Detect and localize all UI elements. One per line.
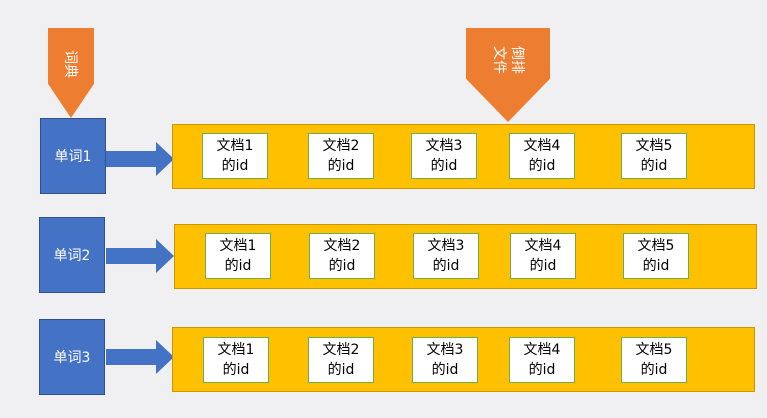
arrow-right-icon [106, 239, 174, 273]
doc-id-label: 的id [327, 158, 355, 174]
doc-id-cell: 文档3 的id [413, 233, 479, 279]
doc-id-cell: 文档1 的id [202, 133, 268, 179]
doc-title: 文档3 [425, 138, 463, 154]
arrow-right-icon [106, 340, 174, 374]
doc-id-label: 的id [222, 362, 250, 378]
doc-id-cell: 文档3 的id [412, 337, 478, 383]
doc-id-cell: 文档1 的id [203, 337, 269, 383]
doc-id-label: 的id [432, 258, 460, 274]
doc-id-label: 的id [224, 258, 252, 274]
doc-id-cell: 文档5 的id [623, 233, 689, 279]
doc-id-cell: 文档2 的id [308, 133, 374, 179]
doc-title: 文档2 [322, 342, 360, 358]
dictionary-tag-label: 词典 [62, 50, 78, 78]
doc-id-label: 的id [640, 158, 668, 174]
word-node: 单词1 [40, 118, 106, 194]
doc-id-label: 的id [642, 258, 670, 274]
doc-title: 文档2 [323, 238, 361, 254]
doc-id-cell: 文档5 的id [621, 337, 687, 383]
word-node: 单词2 [39, 217, 105, 293]
doc-id-cell: 文档3 的id [411, 133, 477, 179]
dictionary-tag: 词典 [48, 28, 94, 118]
doc-title: 文档2 [322, 138, 360, 154]
doc-title: 文档3 [426, 342, 464, 358]
doc-id-cell: 文档4 的id [509, 133, 575, 179]
doc-id-cell: 文档1 的id [205, 233, 271, 279]
doc-id-cell: 文档4 的id [510, 233, 576, 279]
doc-id-label: 的id [327, 362, 355, 378]
doc-id-label: 的id [528, 362, 556, 378]
doc-title: 文档3 [427, 238, 465, 254]
word-node: 单词3 [39, 319, 105, 395]
doc-id-cell: 文档4 的id [509, 337, 575, 383]
doc-id-cell: 文档2 的id [308, 337, 374, 383]
inverted-file-tag-label: 倒排文件 [491, 46, 525, 74]
doc-title: 文档1 [216, 138, 254, 154]
doc-title: 文档1 [219, 238, 257, 254]
doc-id-cell: 文档2 的id [309, 233, 375, 279]
doc-title: 文档4 [524, 238, 562, 254]
doc-id-label: 的id [221, 158, 249, 174]
inverted-file-tag: 倒排文件 [466, 28, 550, 122]
doc-title: 文档4 [523, 138, 561, 154]
doc-title: 文档5 [635, 342, 673, 358]
doc-id-label: 的id [640, 362, 668, 378]
arrow-right-icon [106, 142, 174, 176]
doc-title: 文档4 [523, 342, 561, 358]
doc-id-label: 的id [529, 258, 557, 274]
doc-id-label: 的id [328, 258, 356, 274]
doc-id-label: 的id [431, 362, 459, 378]
doc-id-label: 的id [430, 158, 458, 174]
doc-id-label: 的id [528, 158, 556, 174]
doc-title: 文档5 [635, 138, 673, 154]
doc-title: 文档1 [217, 342, 255, 358]
doc-title: 文档5 [637, 238, 675, 254]
doc-id-cell: 文档5 的id [621, 133, 687, 179]
